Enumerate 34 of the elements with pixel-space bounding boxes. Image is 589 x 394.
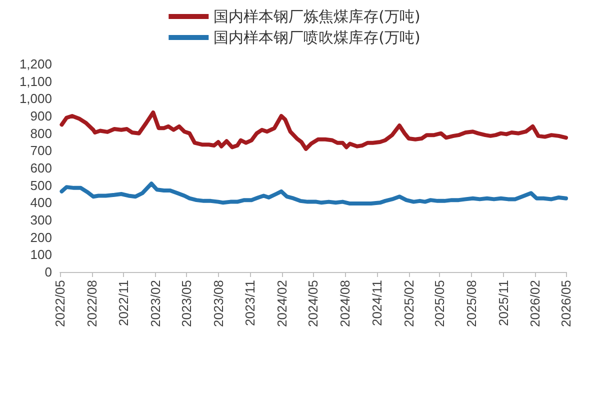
y-tick-label: 300: [30, 212, 52, 228]
x-tick-label: 2023/11: [242, 280, 258, 326]
x-tick-label: 2025/08: [464, 280, 479, 327]
y-tick-label: 100: [30, 247, 52, 262]
legend-label: 国内样本钢厂炼焦煤库存(万吨): [214, 8, 420, 26]
y-tick-label: 800: [30, 126, 52, 141]
y-tick-label: 1,200: [19, 56, 52, 72]
line-series: [60, 182, 568, 206]
y-tick-label: 900: [30, 108, 52, 124]
x-tick-label: 2024/02: [274, 280, 290, 327]
y-tick-label: 700: [30, 143, 52, 158]
x-tick-label: 2022/08: [84, 280, 100, 327]
y-tick-label: 0: [44, 264, 52, 280]
x-tick-label: 2023/02: [148, 280, 164, 327]
y-tick-label: 400: [30, 195, 52, 210]
legend-label: 国内样本钢厂喷吹煤库存(万吨): [214, 28, 420, 46]
x-tick-label: 2023/05: [178, 280, 194, 327]
x-tick-label: 2022/05: [52, 280, 68, 327]
y-tick-label: 500: [30, 178, 52, 193]
x-tick-label: 2025/11: [496, 280, 511, 326]
x-tick-label: 2026/05: [558, 280, 574, 327]
line-series: [60, 110, 568, 151]
x-tick-label: 2024/11: [369, 280, 384, 326]
y-tick-label: 600: [30, 160, 52, 176]
y-tick-label: 200: [30, 230, 52, 245]
x-tick-label: 2025/05: [432, 280, 448, 327]
x-tick-label: 2022/11: [116, 280, 132, 326]
x-tick-label: 2025/02: [401, 280, 416, 327]
x-tick-label: 2023/08: [210, 280, 226, 327]
x-tick-label: 2024/05: [306, 280, 321, 327]
x-tick-label: 2026/02: [528, 280, 543, 327]
x-tick-label: 2024/08: [338, 280, 353, 327]
y-tick-label: 1,100: [19, 74, 52, 89]
y-tick-label: 1,000: [19, 91, 52, 106]
